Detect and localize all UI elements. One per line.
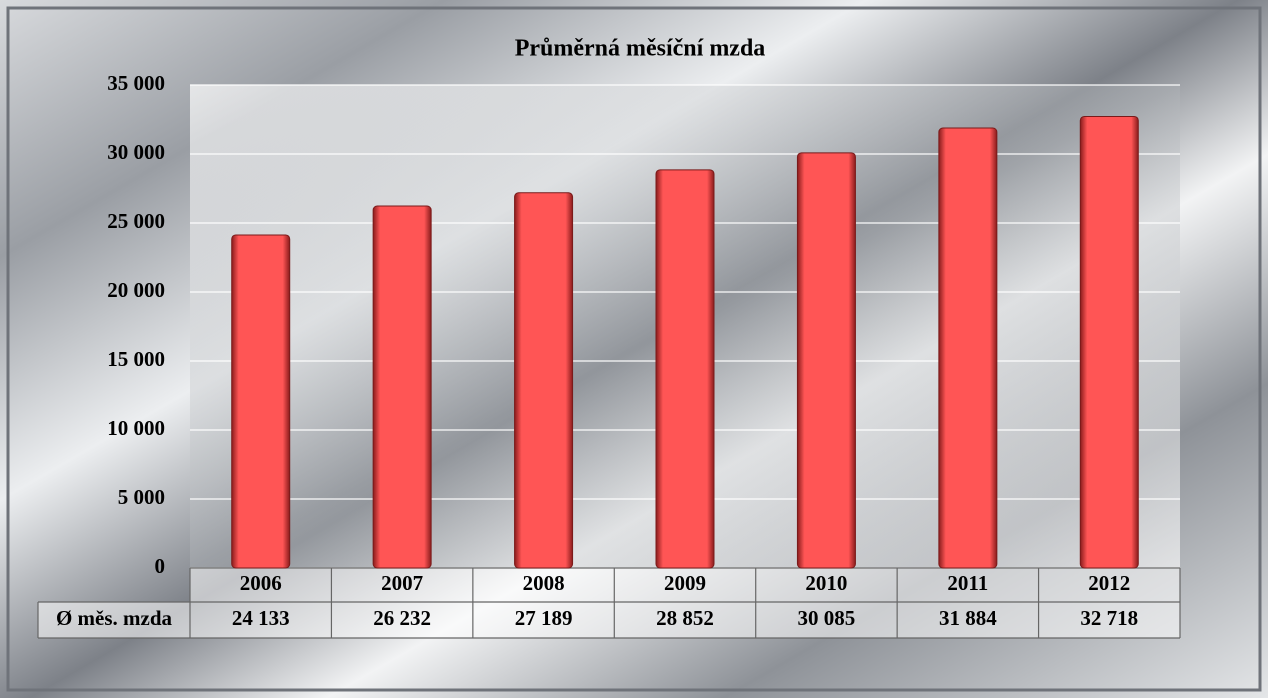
x-tick-label: 2009	[664, 571, 706, 595]
bar	[1079, 115, 1139, 569]
frame	[6, 6, 1262, 692]
table-value: 32 718	[1080, 606, 1138, 630]
y-tick-label: 5 000	[118, 485, 165, 509]
x-tick-label: 2006	[240, 571, 282, 595]
y-tick-label: 25 000	[107, 209, 165, 233]
bar	[514, 192, 574, 569]
table-value: 28 852	[656, 606, 714, 630]
bar	[938, 127, 998, 569]
y-tick-label: 10 000	[107, 416, 165, 440]
table-value: 30 085	[798, 606, 856, 630]
bar	[372, 205, 432, 569]
y-tick-label: 0	[155, 554, 166, 578]
x-tick-label: 2008	[523, 571, 565, 595]
x-tick-label: 2011	[947, 571, 988, 595]
table-value: 31 884	[939, 606, 997, 630]
x-tick-label: 2012	[1088, 571, 1130, 595]
bar	[231, 234, 291, 569]
table-value: 24 133	[232, 606, 290, 630]
y-tick-label: 35 000	[107, 71, 165, 95]
table-background	[190, 568, 1180, 638]
y-tick-label: 30 000	[107, 140, 165, 164]
bar	[796, 152, 856, 569]
y-tick-label: 15 000	[107, 347, 165, 371]
table-value: 26 232	[373, 606, 431, 630]
table-background	[38, 602, 190, 638]
legend-entry: Ø měs. mzda	[56, 606, 173, 630]
bar	[655, 169, 715, 569]
x-tick-label: 2007	[381, 571, 423, 595]
chart-title: Průměrná měsíční mzda	[515, 36, 766, 62]
x-tick-label: 2010	[805, 571, 847, 595]
table-value: 27 189	[515, 606, 573, 630]
y-tick-label: 20 000	[107, 278, 165, 302]
